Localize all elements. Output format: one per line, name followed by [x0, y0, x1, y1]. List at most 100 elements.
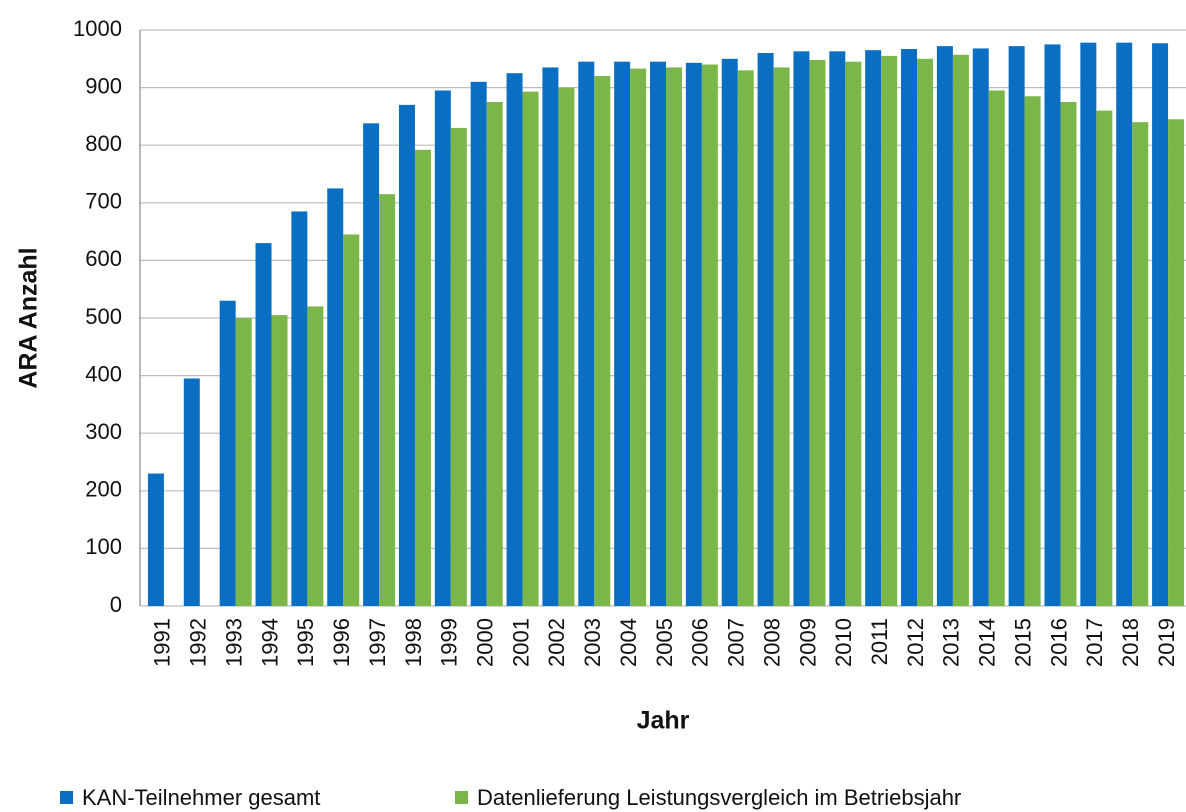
- y-tick-label: 100: [85, 534, 122, 559]
- bar: [578, 61, 595, 607]
- bar: [865, 50, 882, 607]
- bar: [327, 188, 344, 606]
- x-tick-label: 2018: [1118, 618, 1143, 667]
- bar: [219, 300, 236, 606]
- bar: [701, 64, 718, 606]
- bar: [685, 62, 702, 606]
- bar: [470, 81, 487, 607]
- bar: [1132, 122, 1149, 606]
- bar: [379, 194, 396, 606]
- bar: [1008, 46, 1025, 607]
- x-tick-label: 2012: [903, 618, 928, 667]
- legend-label: Datenlieferung Leistungsvergleich im Bet…: [477, 785, 961, 810]
- bar: [630, 68, 647, 607]
- bar: [1080, 42, 1097, 607]
- x-tick-label: 1994: [257, 618, 282, 667]
- bar: [434, 90, 451, 607]
- y-tick-label: 600: [85, 246, 122, 271]
- bar: [486, 102, 503, 606]
- x-tick-label: 2005: [652, 618, 677, 667]
- bar: [506, 73, 523, 606]
- y-tick-label: 0: [110, 592, 122, 617]
- y-tick-label: 700: [85, 189, 122, 214]
- x-axis-title: Jahr: [637, 707, 690, 735]
- x-tick-label: 1998: [401, 618, 426, 667]
- bar: [271, 315, 288, 606]
- bar: [901, 49, 918, 607]
- bar: [845, 61, 862, 607]
- x-tick-label: 2004: [616, 618, 641, 667]
- bar: [1116, 42, 1133, 607]
- bar: [650, 61, 666, 607]
- x-tick-label: 2016: [1046, 618, 1071, 667]
- bar: [542, 67, 559, 606]
- bar: [1044, 44, 1061, 606]
- bar: [936, 46, 953, 607]
- y-tick-label: 1000: [73, 16, 122, 41]
- bar: [614, 61, 631, 607]
- x-tick-label: 2007: [724, 618, 749, 667]
- legend-swatch: [455, 791, 468, 804]
- x-tick-label: 1993: [221, 618, 246, 667]
- bar: [917, 58, 934, 607]
- bar: [594, 76, 611, 606]
- bar: [1152, 43, 1169, 607]
- x-tick-label: 2006: [688, 618, 713, 667]
- bar: [558, 87, 575, 607]
- legend-label: KAN-Teilnehmer gesamt: [82, 785, 320, 810]
- x-tick-label: 1997: [365, 618, 390, 667]
- bar: [809, 59, 826, 606]
- bar: [363, 123, 380, 606]
- x-tick-label: 2015: [1010, 618, 1035, 667]
- bar: [1096, 110, 1113, 606]
- y-tick-label: 200: [85, 477, 122, 502]
- legend-swatch: [60, 791, 73, 804]
- y-tick-label: 400: [85, 361, 122, 386]
- x-tick-label: 1991: [150, 618, 175, 667]
- bar: [1024, 96, 1041, 607]
- bar: [721, 58, 738, 607]
- x-tick-label: 2001: [508, 618, 533, 667]
- bar: [343, 234, 360, 607]
- x-tick-label: 1992: [186, 618, 211, 667]
- x-tick-label: 2017: [1082, 618, 1107, 667]
- x-tick-label: 1999: [437, 618, 462, 667]
- x-tick-label: 2011: [867, 618, 892, 665]
- bar: [972, 48, 989, 606]
- bar: [307, 306, 324, 606]
- y-tick-label: 300: [85, 419, 122, 444]
- x-tick-label: 2019: [1154, 618, 1179, 667]
- bar: [522, 91, 539, 606]
- bar: [881, 55, 898, 607]
- bar: [666, 67, 682, 606]
- bar: [952, 54, 969, 606]
- y-axis-title: ARA Anzahl: [15, 247, 43, 388]
- bar: [757, 53, 774, 607]
- bar: [147, 473, 164, 606]
- bar: [183, 378, 200, 606]
- y-tick-label: 800: [85, 131, 122, 156]
- bar: [793, 51, 810, 606]
- x-tick-label: 2010: [831, 618, 856, 667]
- bar: [291, 211, 308, 606]
- x-tick-label: 1995: [293, 618, 318, 667]
- bar: [1060, 102, 1077, 606]
- bar: [398, 104, 415, 606]
- bar: [829, 51, 846, 606]
- x-tick-label: 2009: [795, 618, 820, 667]
- bar: [235, 318, 252, 606]
- bar: [988, 90, 1005, 607]
- bar: [1168, 119, 1185, 606]
- x-tick-label: 2000: [473, 618, 498, 667]
- bar: [737, 70, 754, 606]
- y-tick-label: 500: [85, 304, 122, 329]
- bar: [414, 149, 431, 607]
- bar: [255, 243, 272, 606]
- x-tick-label: 2013: [939, 618, 964, 667]
- y-tick-label: 900: [85, 73, 122, 98]
- x-tick-label: 2014: [975, 618, 1000, 667]
- bar: [450, 127, 467, 607]
- x-tick-label: 1996: [329, 618, 354, 667]
- x-tick-label: 2008: [759, 618, 784, 667]
